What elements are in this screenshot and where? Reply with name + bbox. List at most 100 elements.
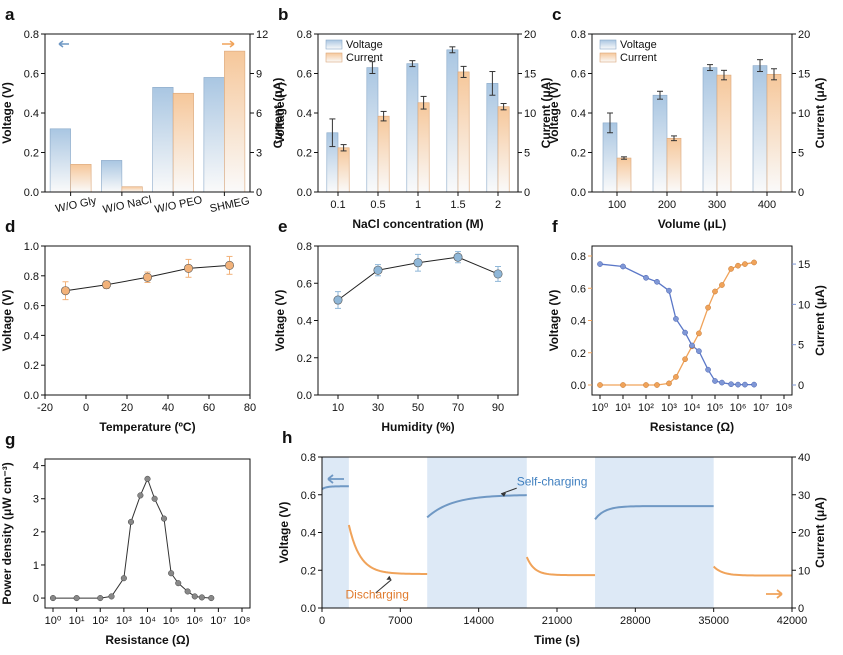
x-tick-label: 14000 [463,615,494,627]
current-bar [766,73,782,193]
current-point [705,366,711,373]
x-tick-label: 0 [319,615,325,627]
current-point [597,261,603,267]
x-tick-label: 28000 [620,615,651,627]
data-point [49,595,57,602]
current-point [735,381,741,388]
voltage-bar [366,67,379,193]
voltage-point [696,330,702,337]
y-tick-label: 0.6 [571,69,586,81]
category-label: W/O NaCl [102,194,153,216]
voltage-point [728,266,734,272]
data-point [60,286,70,296]
data-point [373,265,383,275]
data-point [453,252,463,262]
annotation-discharging: Discharging [346,588,409,602]
y2-tick-label: 40 [798,452,810,464]
y-tick-label: 0.4 [571,108,586,120]
category-label: W/O Gly [54,195,98,215]
y-tick-label: 0.0 [24,390,39,402]
y2-axis-label: Current (μA) [539,78,553,149]
y2-tick-label: 5 [524,148,530,160]
data-point [168,570,175,577]
x-tick-label: 10³ [116,615,132,627]
current-point [719,379,725,386]
y-tick-label: 4 [33,461,39,473]
y-axis-label: Voltage (V) [0,290,14,352]
current-bar [337,147,350,193]
current-bar [417,102,430,193]
x-tick-label: 30 [372,402,384,414]
y2-tick-label: 3 [256,148,262,160]
voltage-point [705,304,711,311]
x-tick-label: 7000 [388,615,412,627]
current-bar [70,164,92,193]
x-tick-label: 20 [121,402,133,414]
panel-label: f [552,217,558,236]
y-tick-label: 0.8 [301,452,316,464]
annotation-arrowhead-icon [386,575,392,580]
legend-label-voltage: Voltage [346,39,383,51]
voltage-bar [406,63,419,193]
y-axis-label: Voltage (V) [273,82,287,144]
y-tick-label: 0.0 [297,390,312,402]
x-tick-label: 10⁰ [592,402,609,414]
voltage-bar [152,87,174,193]
data-point [493,269,503,279]
voltage-point [735,262,741,269]
y-tick-label: 0.6 [24,301,39,313]
x-axis-label: Resistance (Ω) [650,420,734,434]
current-point [728,381,734,388]
voltage-point [643,382,649,388]
annotation-arrow-icon [500,487,517,495]
y2-tick-label: 15 [798,259,810,271]
current-point [712,378,718,384]
x-tick-label: 10⁷ [210,615,226,627]
voltage-bar [446,49,459,193]
x-tick-label: 10⁵ [163,615,180,627]
x-tick-label: -20 [37,402,53,414]
current-line [712,565,793,577]
current-point [620,263,626,270]
current-bar [377,115,390,193]
data-point [143,272,153,282]
y-tick-label: 0.6 [571,283,586,295]
data-point [184,263,194,273]
panel-label: b [278,5,288,24]
x-tick-label: 10⁷ [753,402,769,414]
x-tick-label: 10 [332,402,344,414]
y-tick-label: 0.8 [297,241,312,253]
y2-tick-label: 10 [798,108,810,120]
y2-tick-label: 20 [798,528,810,540]
data-point [208,595,215,602]
current-point [751,381,757,388]
current-bar [121,186,143,193]
voltage-bar [101,160,123,193]
voltage-bar [752,65,768,193]
data-point [198,594,205,601]
y-tick-label: 0.6 [297,278,312,290]
legend-label-current: Current [346,52,383,64]
y2-tick-label: 30 [798,490,810,502]
x-axis-label: Temperature (ºC) [99,420,195,434]
legend-swatch-voltage [599,39,617,50]
y2-tick-label: 5 [798,148,804,160]
y-tick-label: 0.0 [24,187,39,199]
x-axis-label: Humidity (%) [381,420,454,434]
y-tick-label: 0.8 [24,271,39,283]
voltage-point [742,261,748,267]
x-tick-label: 50 [412,402,424,414]
y2-axis-label: Current (μA) [271,78,285,149]
y2-tick-label: 9 [256,69,262,81]
panel-e: 0.0 0.2 0.4 0.6 0.8 10 30 50 70 90 Voltage (V) Humi… [273,217,519,434]
plot-frame [44,245,251,396]
y-tick-label: 0.4 [301,528,316,540]
y-axis-label: Voltage (V) [547,290,561,352]
panel-d: 0.0 0.2 0.4 0.6 0.8 1.0 -20 0 20 40 60 80 Voltage (V… [0,217,256,434]
y-tick-label: 0.4 [297,316,312,328]
voltage-bar [49,128,71,193]
x-tick-label: 10¹ [69,615,85,627]
panel-c: 100 200 300 400 0.0 0.2 0.4 0.6 0.8 0 5 10 15 20 Volta… [547,5,827,231]
x-tick-label: 10¹ [615,402,631,414]
legend-swatch-voltage [325,39,343,50]
